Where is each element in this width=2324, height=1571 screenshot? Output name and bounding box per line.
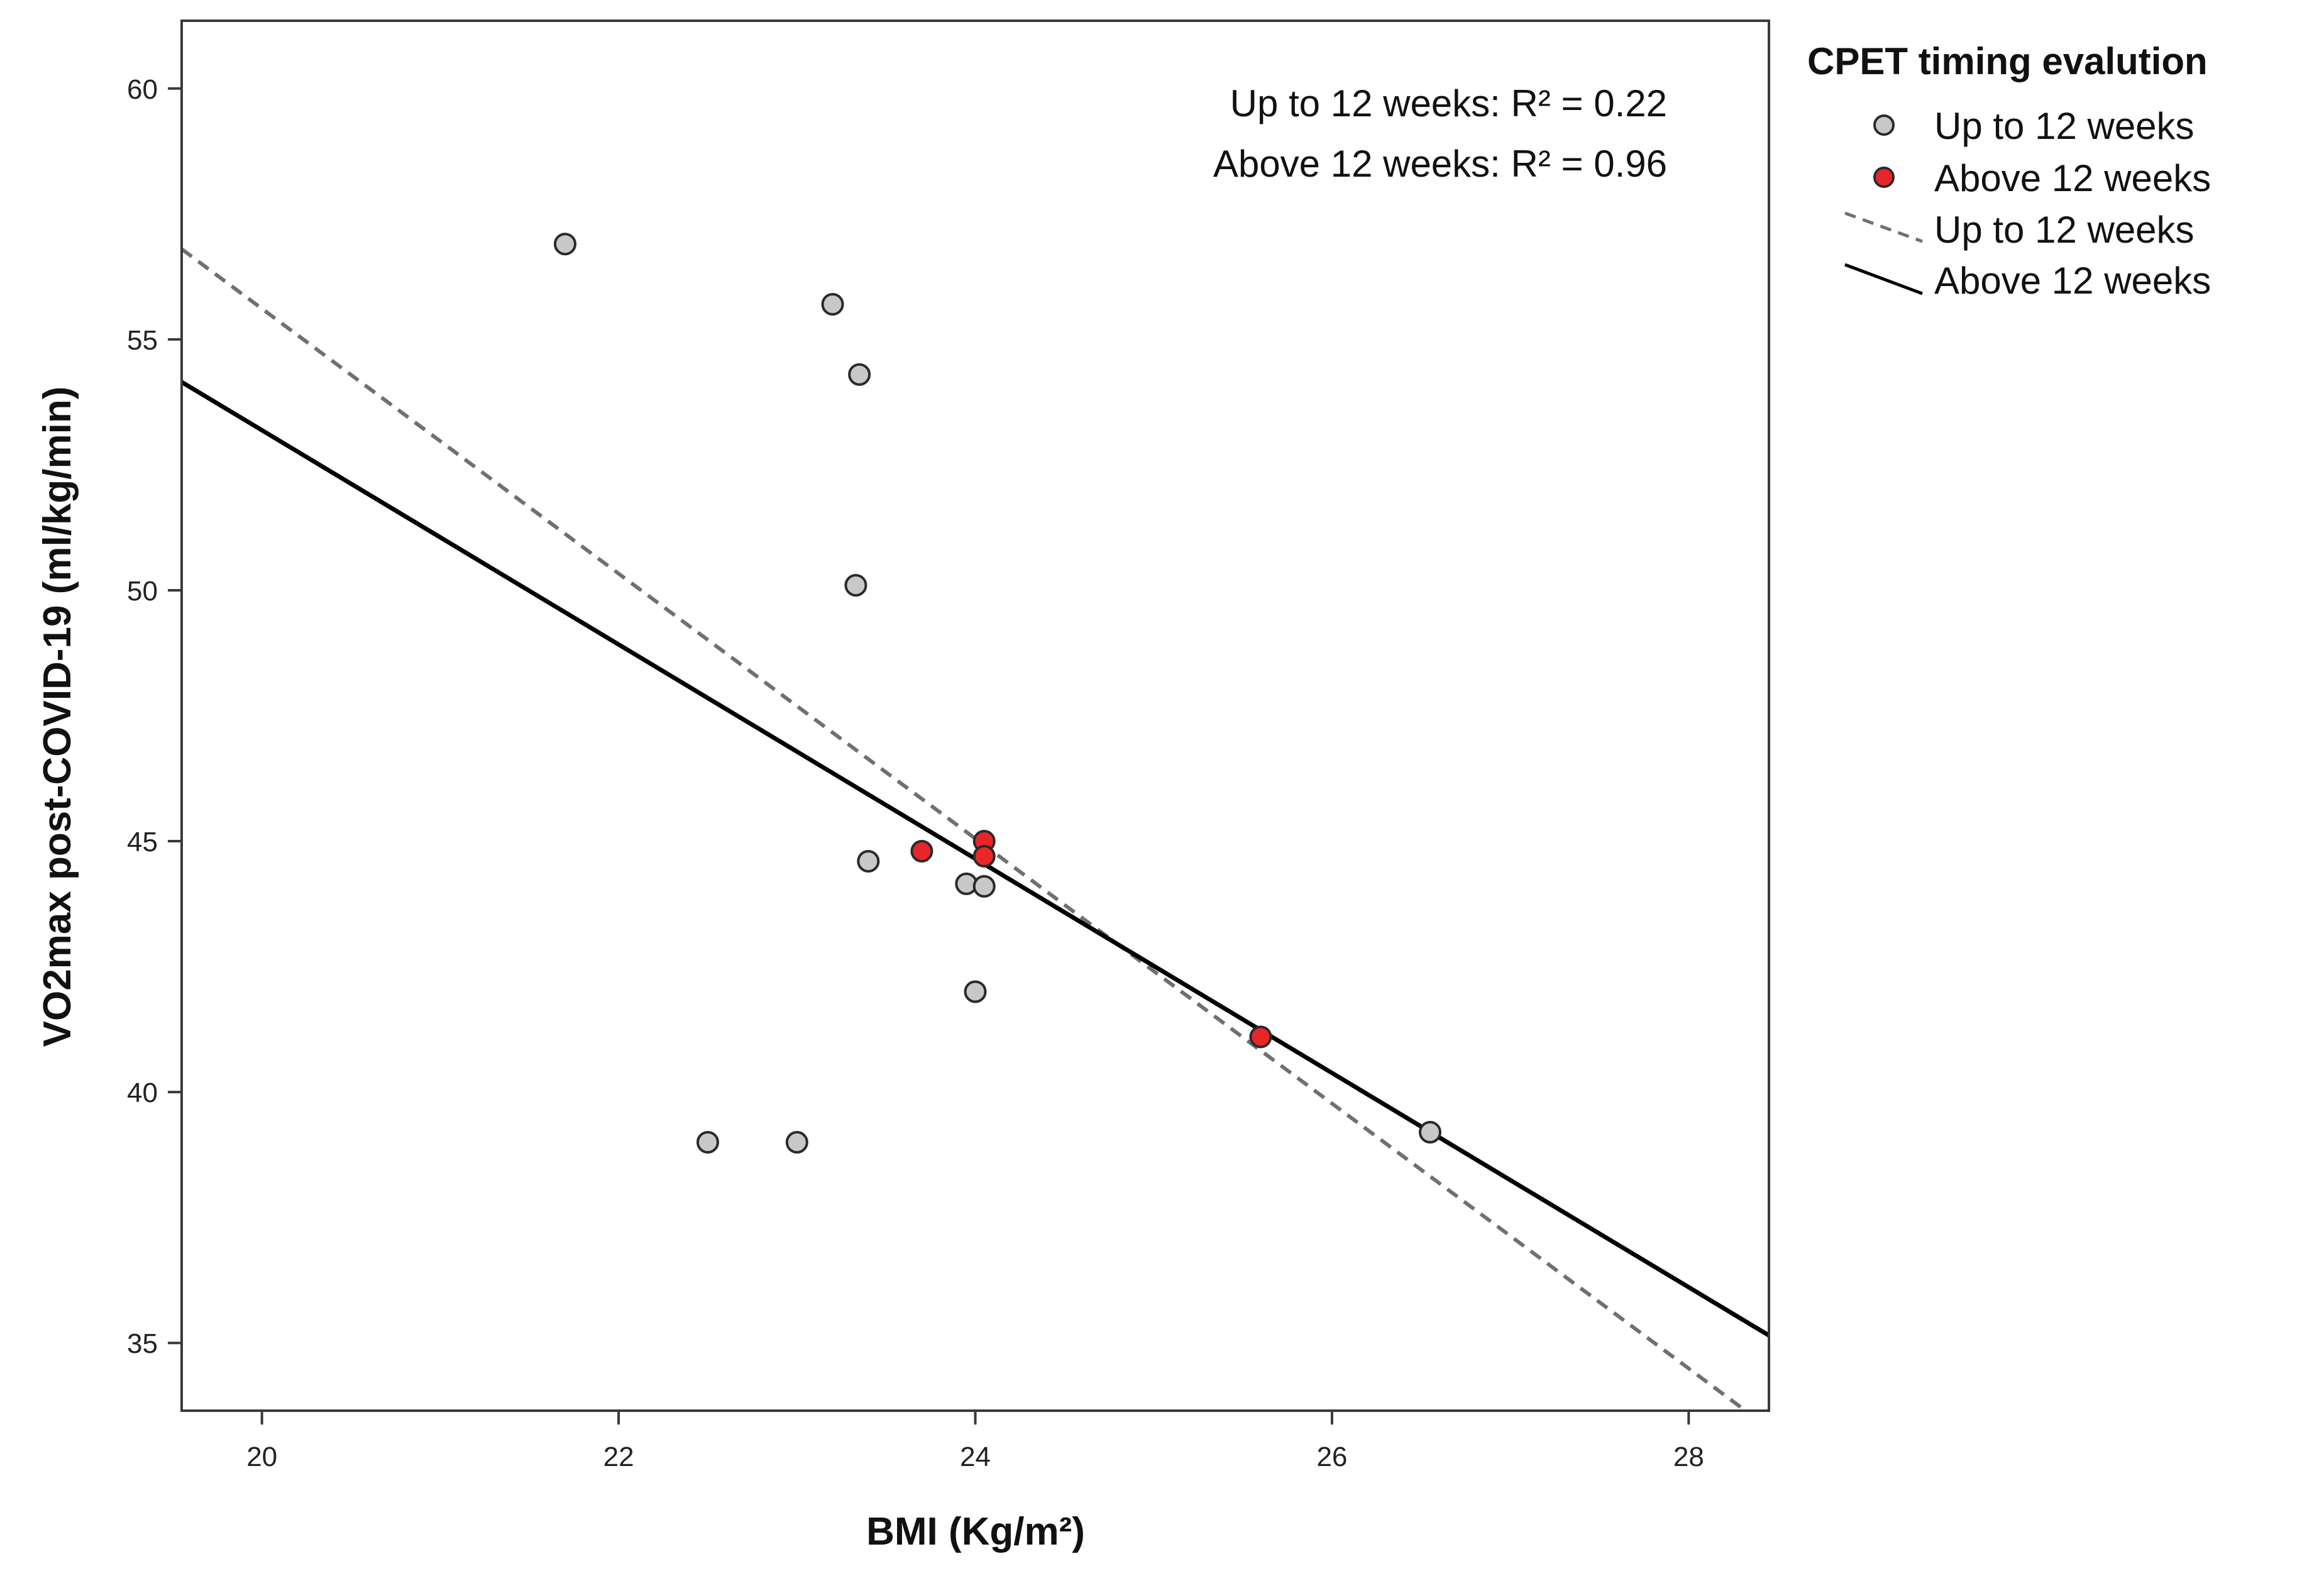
y-axis-title: VO2max post-COVID-19 (ml/kg/min) (36, 387, 79, 1047)
legend-line-dashed-up-to-12-weeks (1844, 211, 1923, 243)
data-point-up-to-12-weeks (857, 849, 880, 873)
plot-area (180, 233, 1770, 1410)
fit-line-up-to-12-weeks (180, 247, 1744, 1410)
legend-label-up-to-12-weeks: Up to 12 weeks (1934, 105, 2195, 147)
y-tick-label: 40 (127, 1078, 158, 1108)
axes: 20 22 24 26 28 35 40 45 50 55 60 (127, 74, 1704, 1472)
legend-label-above-12-weeks: Above 12 weeks (1934, 157, 2211, 199)
x-tick-label: 26 (1316, 1441, 1347, 1472)
fit-annotation-up-to-12: Up to 12 weeks: R² = 0.22 (1230, 82, 1667, 124)
x-axis-title: BMI (Kg/m²) (866, 1510, 1085, 1553)
y-tick-label: 45 (127, 827, 158, 857)
x-tick-label: 20 (246, 1441, 277, 1472)
y-tick-label: 60 (127, 74, 158, 105)
legend-line-solid-above-12-weeks (1844, 263, 1923, 295)
legend-marker-above-12-weeks (1873, 167, 1895, 188)
y-tick-label: 50 (127, 576, 158, 607)
fit-annotation-above-12: Above 12 weeks: R² = 0.96 (1213, 143, 1667, 185)
data-point-above-12-weeks (1249, 1025, 1272, 1049)
legend: CPET timing evalution Up to 12 weeks Abo… (1807, 40, 2211, 302)
data-point-up-to-12-weeks (785, 1130, 808, 1154)
x-tick-label: 28 (1673, 1441, 1704, 1472)
data-point-up-to-12-weeks (964, 980, 987, 1003)
data-point-above-12-weeks (910, 840, 933, 863)
x-tick-label: 22 (603, 1441, 634, 1472)
legend-label-fit-above-12-weeks: Above 12 weeks (1934, 260, 2211, 302)
legend-label-fit-up-to-12-weeks: Up to 12 weeks (1934, 209, 2195, 251)
data-point-up-to-12-weeks (844, 573, 867, 597)
data-point-up-to-12-weeks (848, 363, 871, 386)
data-point-up-to-12-weeks (972, 874, 996, 898)
data-point-above-12-weeks (972, 844, 996, 868)
data-point-up-to-12-weeks (696, 1130, 719, 1154)
legend-marker-up-to-12-weeks (1873, 114, 1895, 136)
x-tick-label: 24 (960, 1441, 991, 1472)
y-tick-label: 35 (127, 1328, 158, 1359)
legend-title: CPET timing evalution (1807, 40, 2208, 82)
y-tick-label: 55 (127, 325, 158, 356)
data-point-up-to-12-weeks (553, 233, 576, 256)
data-point-up-to-12-weeks (1418, 1121, 1441, 1144)
data-point-up-to-12-weeks (821, 292, 844, 316)
